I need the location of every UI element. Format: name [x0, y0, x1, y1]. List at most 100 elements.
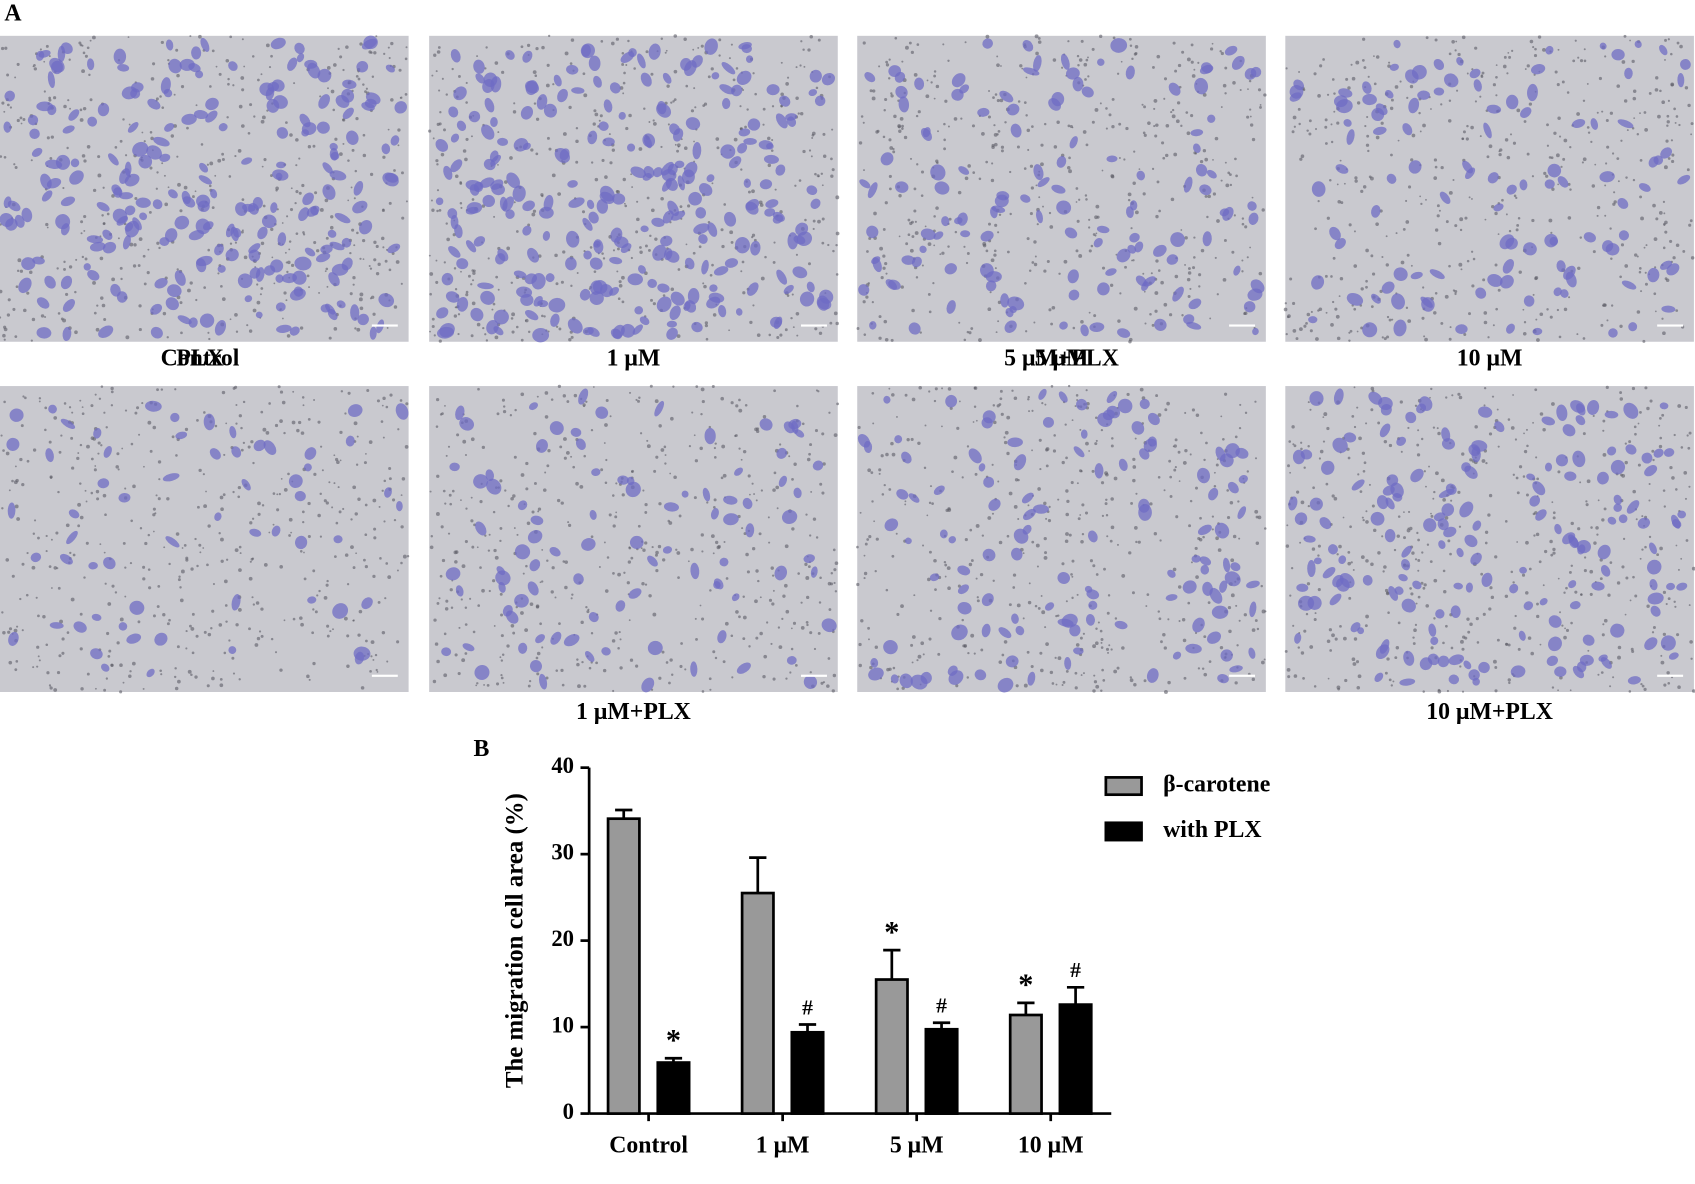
debris [1080, 39, 1084, 43]
cell [1136, 170, 1145, 181]
debris [1238, 619, 1241, 622]
debris [484, 333, 487, 336]
debris [916, 659, 919, 662]
debris [99, 543, 102, 546]
debris [333, 327, 338, 331]
debris [1004, 430, 1009, 435]
debris [473, 269, 476, 273]
debris [1643, 687, 1647, 691]
cell [706, 174, 715, 183]
debris [212, 582, 216, 586]
debris [132, 484, 136, 489]
debris [1326, 426, 1330, 431]
debris [904, 500, 907, 503]
debris [1617, 180, 1620, 183]
debris [1600, 323, 1604, 327]
debris [1430, 108, 1432, 110]
debris [636, 217, 640, 222]
cell [1225, 443, 1240, 459]
cell [647, 640, 663, 656]
debris [1109, 283, 1114, 287]
cell [1233, 265, 1241, 276]
cell [647, 555, 658, 567]
debris [1095, 439, 1098, 442]
debris [103, 318, 107, 322]
debris [307, 145, 312, 149]
debris [1365, 279, 1368, 283]
debris [307, 418, 311, 421]
debris [1134, 525, 1138, 530]
debris [366, 389, 370, 393]
debris [985, 249, 989, 253]
debris [862, 41, 866, 45]
debris [612, 494, 615, 497]
cell [480, 290, 495, 305]
debris [429, 330, 431, 333]
debris [1576, 112, 1580, 116]
debris [669, 472, 672, 475]
debris [1047, 519, 1052, 523]
debris [1176, 101, 1181, 105]
debris [661, 650, 665, 654]
debris [1309, 329, 1313, 333]
cell [322, 184, 336, 200]
debris [971, 124, 976, 128]
debris [371, 75, 375, 78]
debris [65, 523, 70, 528]
debris [1526, 152, 1530, 156]
debris [1371, 389, 1375, 393]
debris [1562, 157, 1566, 161]
debris [751, 482, 754, 485]
cell [354, 651, 365, 665]
debris [43, 60, 46, 63]
cell [588, 612, 599, 623]
debris [167, 58, 170, 62]
debris [552, 83, 555, 86]
debris [1425, 485, 1427, 488]
debris [1543, 171, 1547, 175]
debris [655, 550, 659, 555]
debris [947, 508, 952, 512]
debris [53, 416, 58, 420]
debris [1411, 551, 1415, 555]
debris [1505, 642, 1509, 646]
debris [1445, 220, 1449, 224]
debris [1223, 238, 1227, 242]
cell [568, 197, 585, 208]
debris [1351, 415, 1355, 418]
cell [750, 240, 761, 256]
debris [470, 135, 473, 138]
debris [1184, 448, 1188, 453]
debris [1017, 100, 1021, 103]
debris [770, 566, 774, 570]
cell [97, 478, 110, 489]
debris [349, 292, 353, 296]
cell [1033, 55, 1042, 72]
cell [593, 75, 602, 88]
debris [332, 628, 334, 631]
debris [1375, 55, 1380, 59]
debris [1652, 458, 1655, 462]
debris [1065, 489, 1069, 493]
cell [1068, 289, 1080, 301]
debris [667, 519, 671, 523]
cell [946, 300, 956, 314]
debris [396, 569, 399, 572]
debris [1285, 67, 1288, 70]
debris [1534, 388, 1538, 392]
debris [1121, 646, 1125, 650]
debris [364, 565, 368, 569]
debris [1097, 621, 1100, 624]
debris [296, 428, 300, 433]
debris [1648, 91, 1652, 95]
debris [1354, 176, 1358, 180]
debris [524, 319, 527, 322]
debris [1574, 39, 1577, 42]
debris [771, 574, 775, 577]
debris [644, 244, 648, 248]
cell [981, 623, 991, 638]
debris [402, 554, 407, 559]
debris [382, 436, 385, 439]
debris [664, 454, 667, 456]
cell [307, 62, 321, 79]
